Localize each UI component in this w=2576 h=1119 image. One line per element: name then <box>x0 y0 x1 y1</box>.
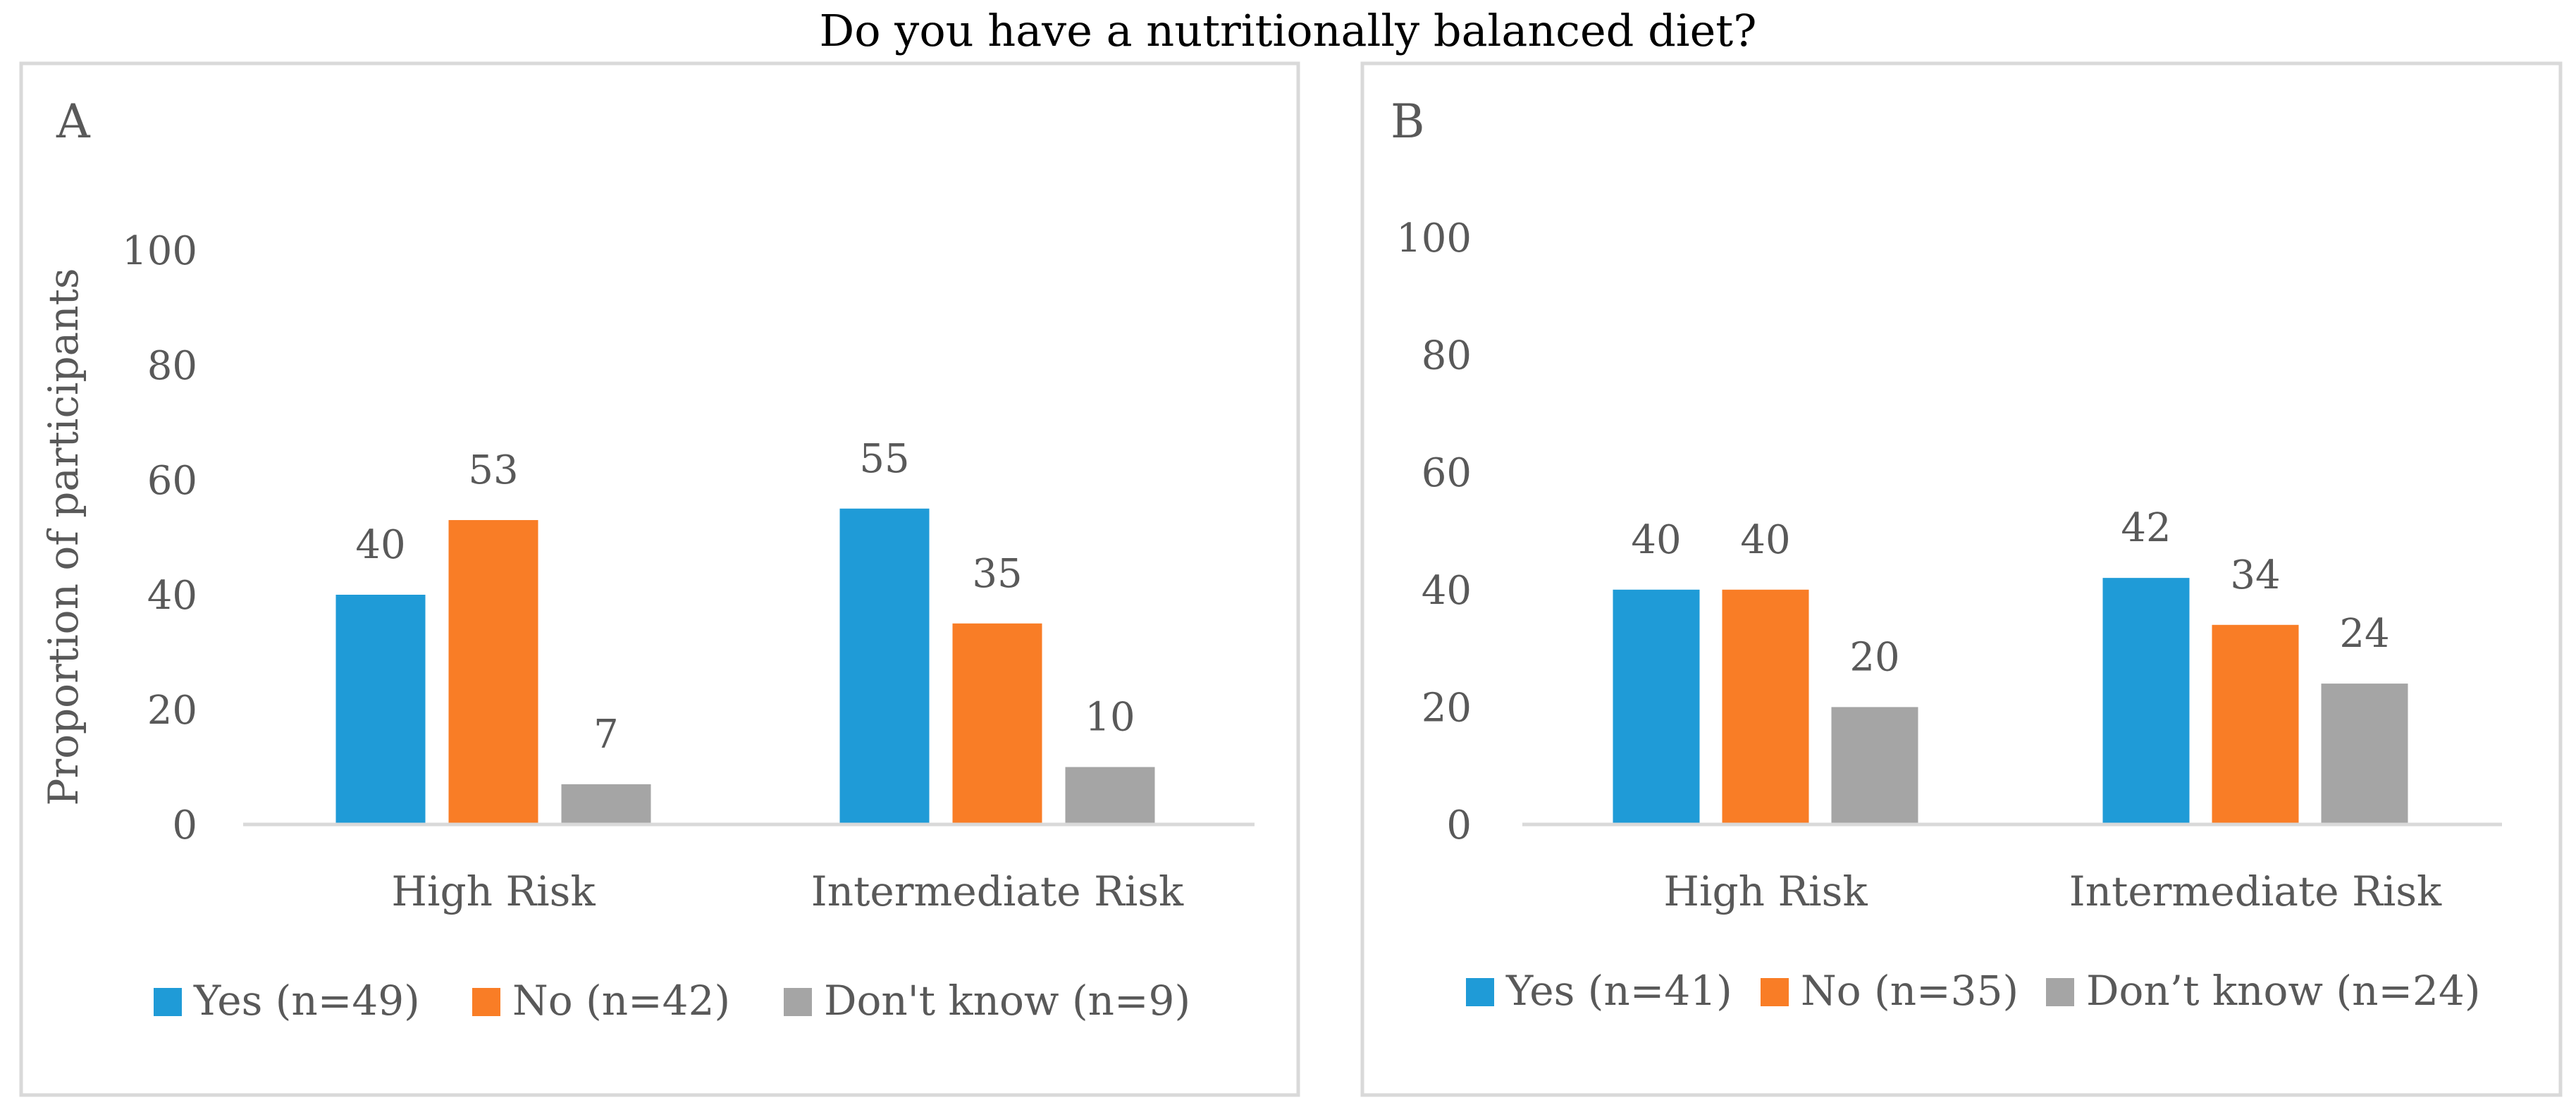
panel-b-legend-swatch-no <box>1761 978 1789 1006</box>
panel-a-data-label: 10 <box>1085 695 1135 741</box>
panel-b-legend-label-dont_know: Don’t know (n=24) <box>2086 967 2480 1015</box>
panel-a-ytick-label: 40 <box>147 573 197 619</box>
panel-a-ytick-label: 0 <box>172 803 197 848</box>
panel-b-ytick-label: 100 <box>1396 216 1472 261</box>
panel-a-bar-yes <box>335 595 426 824</box>
panel-a-data-label: 7 <box>593 712 619 758</box>
panel-a-category-label: High Risk <box>391 867 596 915</box>
panel-b-legend-swatch-dont_know <box>2046 978 2074 1006</box>
panel-b-bar-dont_know <box>2321 684 2408 824</box>
panel-b-data-label: 34 <box>2230 552 2280 598</box>
panel-b-category-label: Intermediate Risk <box>2069 867 2442 915</box>
panel-a-data-label: 55 <box>859 436 909 482</box>
panel-a-letter: A <box>56 94 91 149</box>
panel-a-ytick-label: 80 <box>147 343 197 389</box>
panel-a-ytick-label: 60 <box>147 458 197 504</box>
panel-b-bar-no <box>1722 589 1809 824</box>
panel-a-legend-swatch-dont_know <box>784 988 812 1016</box>
panel-b-ytick-label: 0 <box>1446 803 1472 848</box>
panel-b-frame <box>1360 61 2563 1097</box>
panel-b-legend-label-no: No (n=35) <box>1801 967 2019 1015</box>
panel-a-legend-label-yes: Yes (n=49) <box>193 977 420 1025</box>
panel-b-bar-dont_know <box>1831 707 1918 824</box>
panel-b-data-label: 20 <box>1849 634 1899 680</box>
panel-b-ytick-label: 20 <box>1422 685 1472 731</box>
panel-b-data-label: 42 <box>2121 505 2171 551</box>
panel-b-legend-swatch-yes <box>1466 978 1494 1006</box>
panel-a-bar-dont_know <box>1065 767 1155 824</box>
panel-a-category-label: Intermediate Risk <box>811 867 1184 915</box>
panel-b-letter: B <box>1391 94 1425 149</box>
panel-a-frame <box>19 61 1300 1097</box>
panel-a-legend-swatch-no <box>472 988 500 1016</box>
panel-b-data-label: 24 <box>2339 611 2389 657</box>
panel-b-bar-yes <box>1613 589 1700 824</box>
panel-a-bar-dont_know <box>561 784 651 824</box>
panel-a-bar-no <box>448 520 538 824</box>
panel-a-legend-label-dont_know: Don't know (n=9) <box>824 977 1190 1025</box>
panel-a-ytick-label: 100 <box>122 228 197 274</box>
figure-title: Do you have a nutritionally balanced die… <box>819 5 1757 56</box>
panel-b-legend-label-yes: Yes (n=41) <box>1505 967 1732 1015</box>
panel-b-data-label: 40 <box>1740 517 1790 563</box>
panel-b-ytick-label: 80 <box>1422 333 1472 379</box>
panel-a-data-label: 53 <box>468 447 518 493</box>
panel-b-ytick-label: 60 <box>1422 450 1472 496</box>
panel-b-category-label: High Risk <box>1663 867 1868 915</box>
panel-a-bar-yes <box>839 508 930 824</box>
panel-a-legend-label-no: No (n=42) <box>512 977 730 1025</box>
panel-a-data-label: 35 <box>972 551 1022 597</box>
panel-a-data-label: 40 <box>355 522 405 568</box>
panel-a-ytick-label: 20 <box>147 688 197 734</box>
panel-b-bar-yes <box>2102 578 2190 824</box>
panel-a-bar-no <box>952 623 1042 824</box>
panel-b-ytick-label: 40 <box>1422 568 1472 614</box>
panel-b-data-label: 40 <box>1631 517 1681 563</box>
panel-a-ylabel: Proportion of participants <box>39 268 87 805</box>
panel-a-legend-swatch-yes <box>154 988 182 1016</box>
panel-b-bar-no <box>2212 624 2299 824</box>
